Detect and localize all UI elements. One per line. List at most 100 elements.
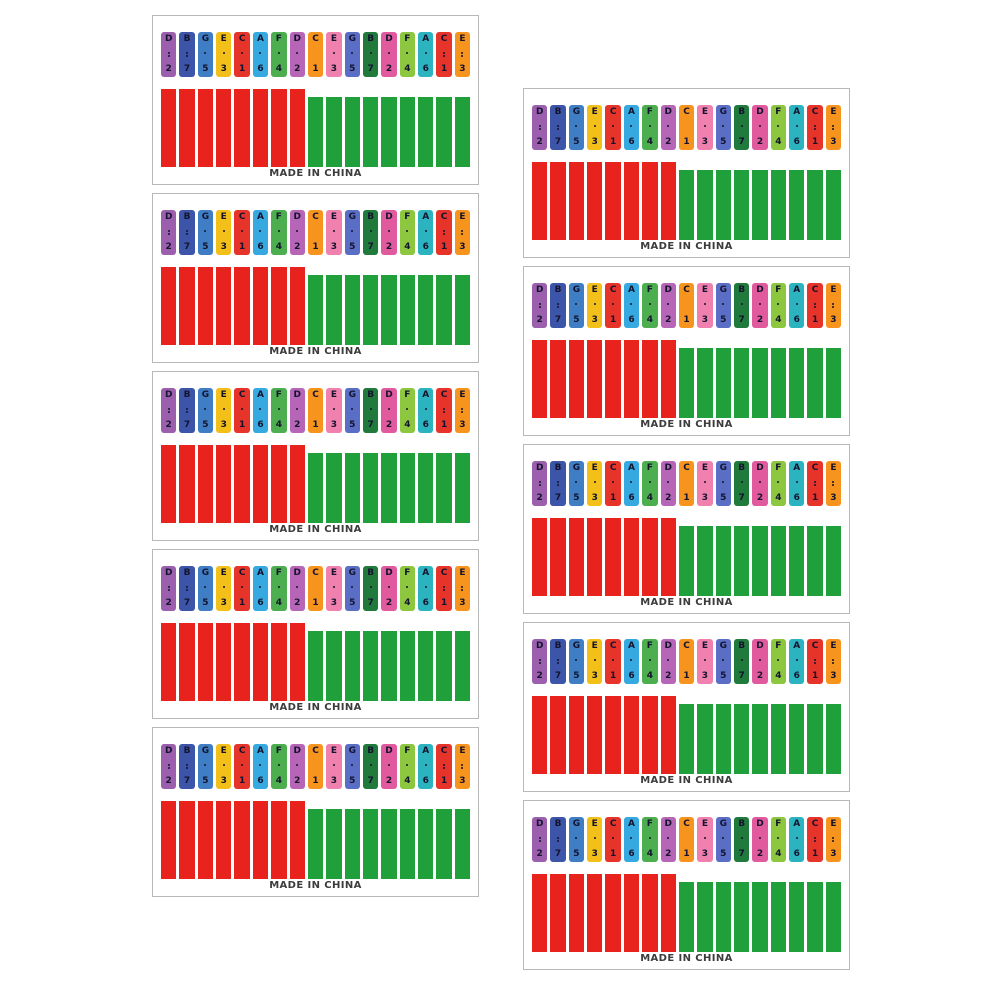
- finger-number: 2: [385, 64, 393, 74]
- finger-number: 7: [554, 671, 562, 681]
- key-bars-row: [532, 340, 842, 418]
- red-key-bar: [252, 445, 269, 523]
- green-key-bar: [807, 704, 823, 774]
- finger-number: 2: [536, 493, 543, 503]
- note-letter: A: [627, 819, 635, 829]
- finger-number: 5: [349, 776, 356, 786]
- finger-number: 2: [385, 420, 393, 430]
- note-letter: C: [312, 212, 319, 222]
- note-letter: F: [275, 746, 282, 756]
- octave-dots: [167, 230, 170, 235]
- finger-number: 1: [312, 598, 319, 608]
- octave-dots: [648, 303, 651, 308]
- finger-number: 3: [591, 493, 598, 503]
- octave-dots: [351, 408, 354, 413]
- octave-dots: [387, 408, 390, 413]
- octave-dots: [296, 764, 299, 769]
- finger-number: 3: [330, 64, 338, 74]
- octave-dots: [538, 481, 541, 486]
- red-key-bar: [271, 623, 287, 701]
- note-letter: E: [459, 746, 466, 756]
- note-letter: E: [701, 819, 708, 829]
- red-key-bar: [161, 445, 177, 523]
- octave-dots: [557, 125, 560, 130]
- note-letter: D: [535, 107, 544, 117]
- octave-dots: [740, 303, 743, 308]
- note-letter: G: [719, 285, 727, 295]
- red-key-bar: [660, 162, 676, 240]
- octave-dots: [296, 586, 299, 591]
- note-letter: D: [535, 819, 544, 829]
- note-letter: D: [385, 746, 393, 756]
- made-in-china-label: MADE IN CHINA: [269, 168, 362, 179]
- green-key-bar: [418, 809, 434, 879]
- finger-number: 5: [349, 420, 356, 430]
- red-key-bar: [179, 801, 195, 879]
- octave-dots: [758, 481, 761, 486]
- made-in-china-label: MADE IN CHINA: [269, 880, 362, 891]
- red-key-bar: [216, 801, 232, 879]
- octave-dots: [593, 125, 596, 130]
- note-letter: F: [275, 568, 282, 578]
- note-letter: C: [811, 641, 819, 651]
- octave-dots: [222, 230, 225, 235]
- red-key-bar: [532, 874, 548, 952]
- octave-dots: [575, 837, 578, 842]
- octave-dots: [167, 408, 170, 413]
- octave-dots: [612, 837, 615, 842]
- red-key-bar: [197, 89, 214, 167]
- octave-dots: [648, 837, 651, 842]
- finger-number: 6: [628, 315, 635, 325]
- finger-number: 3: [701, 849, 709, 859]
- octave-dots: [461, 764, 464, 769]
- green-key-bar: [807, 170, 823, 240]
- note-letter: B: [738, 819, 746, 829]
- finger-number: 2: [294, 420, 301, 430]
- finger-number: 2: [294, 242, 301, 252]
- finger-number: 3: [830, 493, 837, 503]
- octave-dots: [387, 230, 390, 235]
- octave-dots: [557, 481, 560, 486]
- finger-number: 3: [830, 849, 837, 859]
- octave-dots: [703, 481, 706, 486]
- finger-number: 1: [609, 849, 617, 859]
- red-key-bar: [623, 162, 640, 240]
- finger-number: 5: [202, 420, 209, 430]
- finger-number: 4: [275, 242, 282, 252]
- finger-number: 1: [312, 64, 319, 74]
- note-letter: D: [535, 285, 544, 295]
- note-letter: D: [293, 390, 301, 400]
- finger-number: 3: [591, 671, 598, 681]
